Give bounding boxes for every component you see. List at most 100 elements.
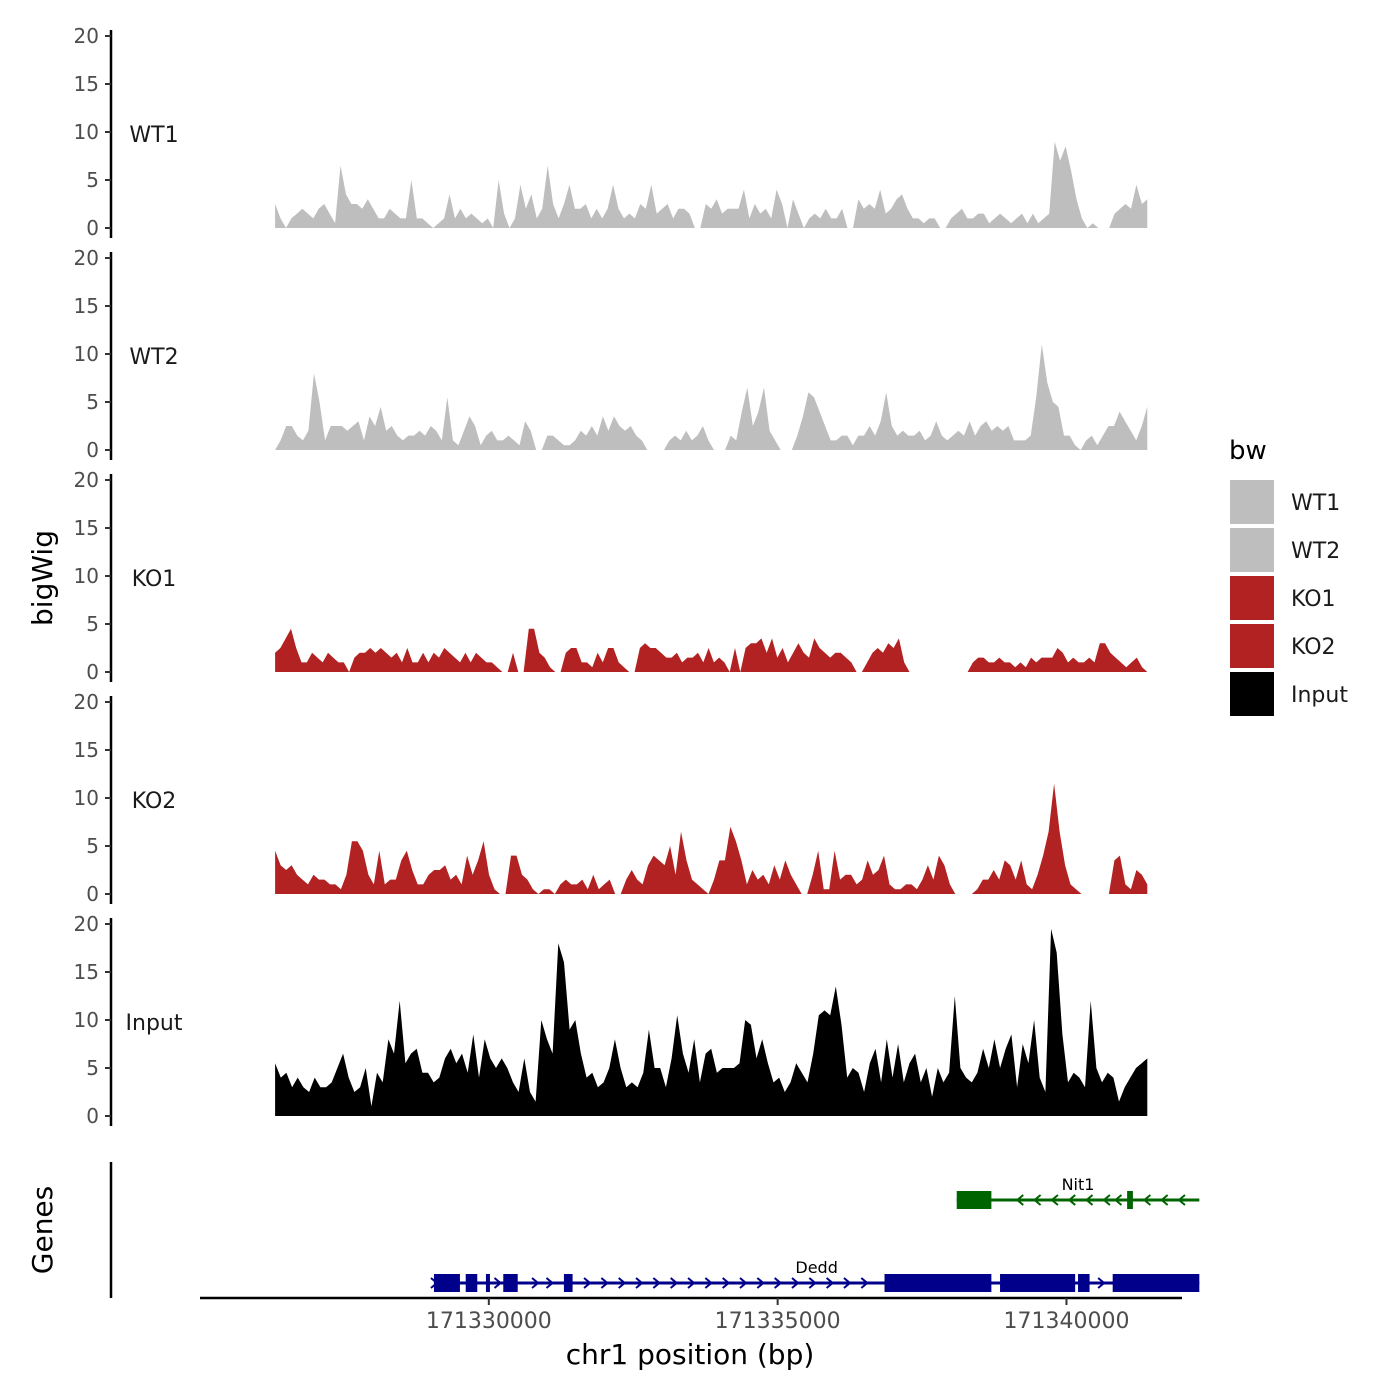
- strand-arrow: [687, 1277, 696, 1289]
- y-tick-label: 15: [74, 516, 99, 540]
- y-tick-label: 20: [74, 912, 99, 936]
- y-axis-title: bigWig: [26, 530, 59, 626]
- x-tick-label: 171340000: [1003, 1309, 1129, 1334]
- y-tick-label: 15: [74, 72, 99, 96]
- gene-exon: [1127, 1191, 1133, 1209]
- strand-arrow: [1097, 1277, 1106, 1289]
- y-tick-label: 10: [74, 120, 99, 144]
- track-label: KO1: [132, 567, 177, 592]
- legend-label-KO1: KO1: [1291, 587, 1336, 612]
- strand-arrow: [545, 1277, 555, 1289]
- legend-key-WT1: [1230, 480, 1274, 524]
- y-tick-label: 10: [74, 1008, 99, 1032]
- genes-axis-title: Genes: [26, 1186, 59, 1274]
- gene-exon: [1078, 1274, 1090, 1292]
- y-tick-label: 0: [86, 660, 99, 684]
- x-axis-title: chr1 position (bp): [566, 1338, 815, 1371]
- strand-arrow: [1113, 1194, 1123, 1206]
- gene-exon: [884, 1274, 992, 1292]
- y-tick-label: 15: [74, 738, 99, 762]
- gene-Nit1: Nit1: [956, 1175, 1200, 1209]
- legend-label-Input: Input: [1291, 683, 1348, 708]
- signal-area-WT1: [275, 141, 1148, 228]
- gene-exon: [1000, 1274, 1076, 1292]
- strand-arrow: [843, 1277, 852, 1289]
- y-tick-label: 0: [86, 216, 99, 240]
- y-tick-label: 0: [86, 438, 99, 462]
- legend-key-WT2: [1230, 528, 1274, 572]
- strand-arrow: [808, 1277, 817, 1289]
- legend-key-KO1: [1230, 576, 1274, 620]
- signal-area-KO2: [275, 783, 1148, 894]
- track-WT1: 0 5 10 15 20 WT1: [74, 24, 1148, 240]
- y-tick-label: 20: [74, 246, 99, 270]
- strand-arrow: [704, 1277, 713, 1289]
- y-tick-label: 0: [86, 882, 99, 906]
- gene-exon: [1112, 1274, 1200, 1292]
- y-tick-label: 5: [86, 834, 99, 858]
- gene-exon: [485, 1274, 490, 1292]
- strand-arrow: [1050, 1194, 1059, 1206]
- x-tick-label: 171330000: [426, 1309, 552, 1334]
- y-tick-label: 5: [86, 1056, 99, 1080]
- signal-area-KO1: [275, 628, 1148, 672]
- strand-arrow: [1033, 1194, 1042, 1206]
- y-tick-label: 5: [86, 168, 99, 192]
- strand-arrow: [722, 1277, 731, 1289]
- signal-tracks: 0 5 10 15 20 WT1 0 5 10 15 20 WT2 0 5 10 15 20 KO1 0 5 10 15 2…: [74, 24, 1148, 1128]
- strand-arrow: [1160, 1194, 1169, 1206]
- gene-exon: [465, 1274, 478, 1292]
- track-WT2: 0 5 10 15 20 WT2: [74, 246, 1148, 462]
- strand-arrow: [531, 1277, 540, 1289]
- gene-models: Nit1 Dedd: [430, 1175, 1200, 1292]
- legend-key-Input: [1230, 672, 1274, 716]
- track-Input: 0 5 10 15 20 Input: [74, 912, 1148, 1128]
- strand-arrow: [791, 1277, 800, 1289]
- y-tick-label: 15: [74, 960, 99, 984]
- legend-label-KO2: KO2: [1291, 635, 1336, 660]
- y-tick-label: 20: [74, 24, 99, 48]
- y-tick-label: 10: [74, 342, 99, 366]
- strand-arrow: [600, 1277, 609, 1289]
- strand-arrow: [1102, 1194, 1111, 1206]
- strand-arrow: [860, 1277, 869, 1289]
- gene-Dedd: Dedd: [430, 1258, 1200, 1292]
- strand-arrow: [739, 1277, 748, 1289]
- legend-key-KO2: [1230, 624, 1274, 668]
- x-tick-label: 171335000: [715, 1309, 841, 1334]
- y-tick-label: 10: [74, 564, 99, 588]
- y-tick-label: 15: [74, 294, 99, 318]
- strand-arrow: [493, 1277, 503, 1289]
- track-label: WT1: [129, 123, 178, 148]
- signal-area-WT2: [275, 344, 1148, 450]
- strand-arrow: [635, 1277, 644, 1289]
- x-axis-ticks: 171330000 171335000 171340000: [426, 1298, 1129, 1334]
- strand-arrow: [1142, 1194, 1151, 1206]
- y-tick-label: 0: [86, 1104, 99, 1128]
- y-tick-label: 20: [74, 468, 99, 492]
- legend-label-WT2: WT2: [1291, 539, 1340, 564]
- strand-arrow: [670, 1277, 679, 1289]
- gene-exon: [433, 1274, 460, 1292]
- strand-arrow: [618, 1277, 627, 1289]
- strand-arrow: [1067, 1194, 1076, 1206]
- gene-exon: [563, 1274, 573, 1292]
- track-KO2: 0 5 10 15 20 KO2: [74, 690, 1148, 906]
- strand-arrow: [583, 1277, 592, 1289]
- gene-exon: [956, 1191, 992, 1209]
- gene-exon: [503, 1274, 518, 1292]
- y-tick-label: 20: [74, 690, 99, 714]
- strand-arrow: [430, 1277, 439, 1289]
- strand-arrow: [1015, 1194, 1024, 1206]
- legend-label-WT1: WT1: [1291, 491, 1340, 516]
- strand-arrow: [825, 1277, 835, 1289]
- strand-arrow: [756, 1277, 765, 1289]
- y-tick-label: 10: [74, 786, 99, 810]
- gene-label: Nit1: [1062, 1175, 1095, 1194]
- gene-label: Dedd: [795, 1258, 837, 1277]
- track-label: KO2: [132, 789, 177, 814]
- strand-arrow: [1085, 1194, 1094, 1206]
- y-tick-label: 5: [86, 612, 99, 636]
- legend-title: bw: [1229, 436, 1267, 466]
